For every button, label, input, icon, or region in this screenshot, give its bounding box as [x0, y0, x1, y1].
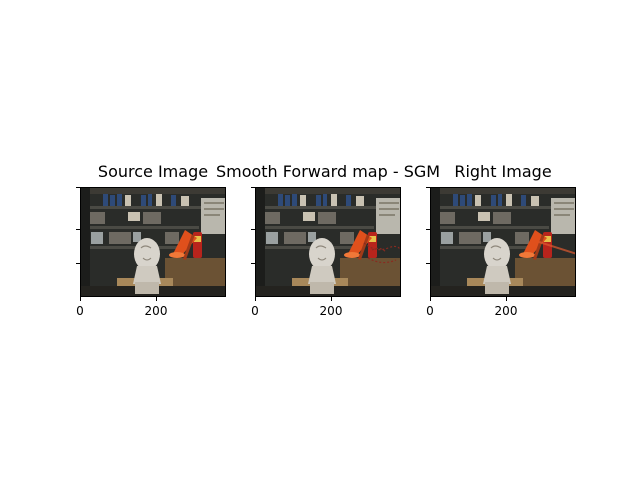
- y-tick: [426, 229, 430, 230]
- x-tick-label: 0: [426, 304, 434, 318]
- y-tick: [426, 263, 430, 264]
- x-tick: [430, 297, 431, 301]
- y-tick: [76, 263, 80, 264]
- disparity-artifacts: [363, 242, 400, 264]
- x-tick-label: 0: [76, 304, 84, 318]
- y-tick: [76, 229, 80, 230]
- y-tick: [426, 187, 430, 188]
- y-tick: [251, 187, 255, 188]
- y-tick: [251, 263, 255, 264]
- scene-image: [431, 188, 575, 296]
- x-tick-label: 200: [319, 304, 343, 318]
- image-axes: [255, 187, 401, 297]
- x-tick: [255, 297, 256, 301]
- panel-title: Right Image: [454, 162, 552, 181]
- x-tick-label: 200: [494, 304, 518, 318]
- panel-title: Source Image: [97, 162, 209, 181]
- scene-image: [81, 188, 225, 296]
- x-tick-label: 0: [251, 304, 259, 318]
- y-tick: [251, 229, 255, 230]
- x-tick-label: 200: [144, 304, 168, 318]
- x-tick: [80, 297, 81, 301]
- y-tick: [76, 187, 80, 188]
- panel-title: Smooth Forward map - SGM: [215, 162, 441, 181]
- image-axes: [80, 187, 226, 297]
- x-tick: [506, 297, 507, 301]
- image-axes: [430, 187, 576, 297]
- scene-image: [256, 188, 400, 296]
- x-tick: [156, 297, 157, 301]
- x-tick: [331, 297, 332, 301]
